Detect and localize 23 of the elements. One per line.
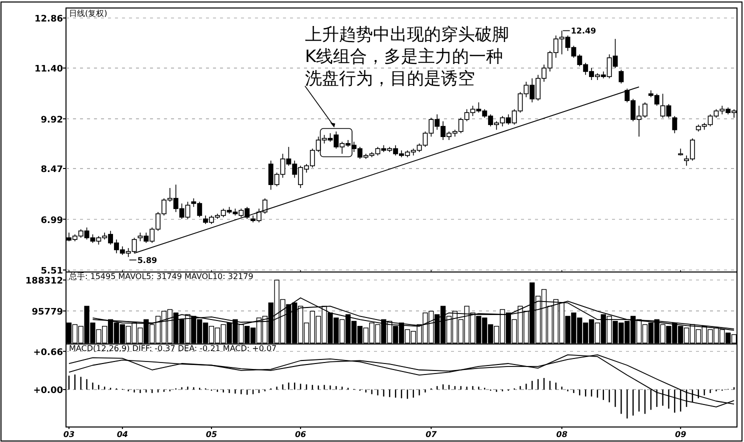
- chart-title: 日线(复权): [69, 9, 108, 18]
- y-tick-label: 188312: [25, 276, 63, 286]
- y-tick-label: +0.66: [33, 348, 63, 358]
- y-tick-label: 8.47: [40, 165, 63, 176]
- chart-title: 总手: 15495 MAVOL5: 31749 MAVOL10: 32179: [68, 272, 254, 281]
- y-tick-label: 11.40: [34, 64, 63, 75]
- annotation: 12.49: [570, 26, 597, 36]
- x-tick-label: 09: [675, 430, 687, 439]
- x-tick-label: 04: [116, 430, 128, 439]
- y-tick-label: 12.86: [34, 14, 63, 24]
- x-tick-label: 03: [63, 430, 75, 439]
- y-tick-label: 5.51: [40, 266, 63, 276]
- annotation: 上升趋势中出现的穿头破脚K线组合，多是主力的一种洗盘行为，目的是诱空: [305, 25, 509, 89]
- x-tick-label: 08: [556, 430, 568, 439]
- y-tick-label: +0.00: [33, 386, 63, 396]
- x-tick-label: 06: [294, 430, 307, 439]
- y-tick-label: 9.92: [40, 115, 63, 126]
- y-tick-label: 95779: [32, 307, 63, 318]
- annotation: 5.89: [137, 256, 158, 265]
- y-tick-label: 6.99: [40, 216, 63, 226]
- chart-title: MACD(12,26,9) DIFF: -0.37 DEA: -0.21 MACD: +0.07: [69, 344, 277, 353]
- x-tick-label: 07: [426, 430, 438, 439]
- x-tick-label: 05: [206, 430, 218, 439]
